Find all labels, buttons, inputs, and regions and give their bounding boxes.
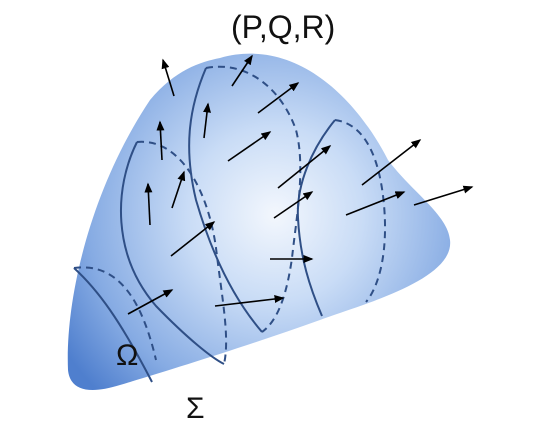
field-arrow [345,191,406,216]
field-vectors [127,54,474,315]
section-curve-4-back [334,119,387,303]
section-curve-2-front [119,141,225,365]
surface-label: Σ [186,392,205,425]
section-curve-1-back [73,266,157,361]
field-arrow [413,185,474,206]
field-arrow [227,131,272,162]
section-curve-4-front [296,119,336,317]
field-arrow [156,120,165,161]
field-arrow [161,58,175,97]
field-arrow [257,82,300,114]
field-arrow [273,191,314,219]
field-arrow [277,145,332,189]
field-arrow [203,102,211,139]
field-arrow [144,182,153,226]
field-arrow [361,139,422,186]
field-arrow [231,54,253,87]
field-label: (P,Q,R) [231,9,335,45]
region-label: Ω [116,339,138,372]
field-arrow [170,221,216,257]
field-arrow [127,289,174,315]
section-curve-1-front [73,267,153,383]
section-curve-2-back [136,140,228,365]
field-arrow [171,170,186,209]
field-arrow [214,295,285,307]
closed-surface [67,53,451,390]
